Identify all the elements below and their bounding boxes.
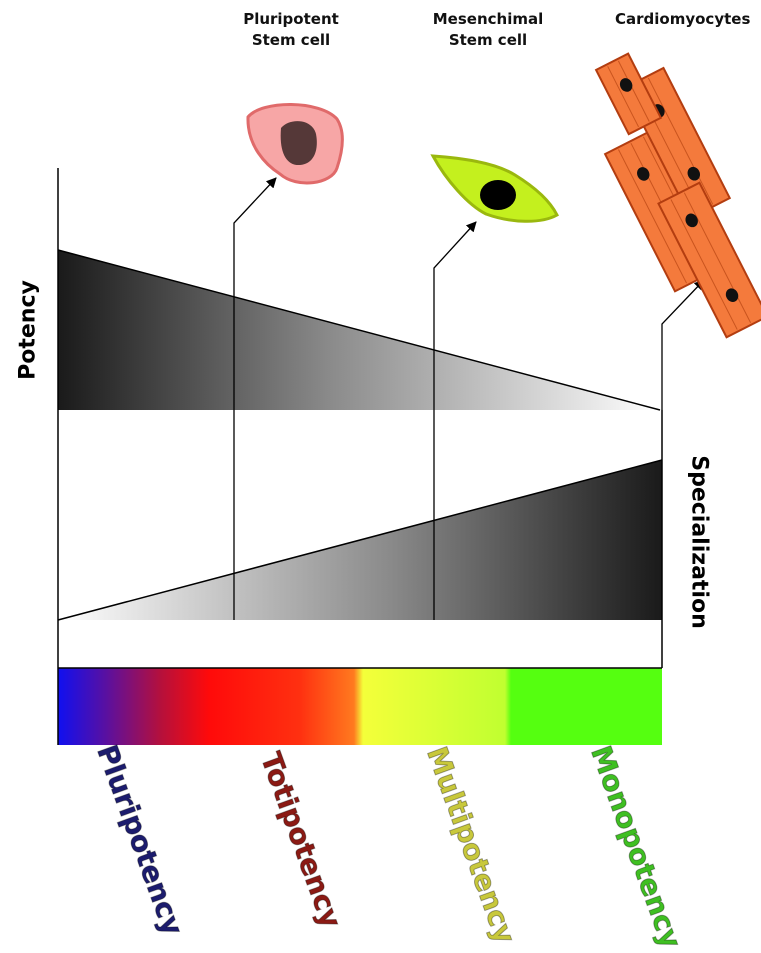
specialization-wedge-edge: [57, 459, 663, 621]
pluripotent-stem-cell-illustration: [246, 103, 344, 185]
pluripotent-label-line1: Pluripotent: [243, 10, 339, 28]
cardiomyocytes-label-text: Cardiomyocytes: [615, 10, 751, 28]
potency-spectrum-bar: [58, 668, 662, 745]
cardiomyocyte-connector-arrow: [661, 279, 705, 410]
cardiomyocytes-label: Cardiomyocytes: [615, 9, 761, 30]
specialization-axis-label: Specialization: [686, 455, 712, 629]
potency-axis-label: Potency: [15, 280, 41, 380]
pluripotent-stem-cell-label: Pluripotent Stem cell: [226, 9, 356, 51]
cardiomyocytes-illustration: [594, 52, 761, 339]
pluripotent-connector-arrow: [233, 177, 277, 620]
mesenchimal-label-line1: Mesenchimal: [432, 10, 544, 28]
pluripotent-label-line2: Stem cell: [251, 31, 331, 49]
mesenchimal-stem-cell-illustration: [430, 154, 559, 223]
mesenchimal-connector-arrow: [433, 221, 477, 620]
potency-wedge-edge: [57, 249, 661, 411]
mesenchimal-label-line2: Stem cell: [448, 31, 528, 49]
mesenchimal-stem-cell-label: Mesenchimal Stem cell: [423, 9, 553, 51]
